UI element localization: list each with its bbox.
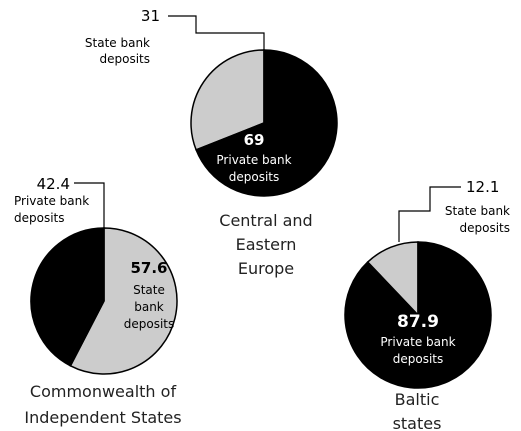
- private-label-line-1: Private bank: [216, 153, 291, 167]
- slice-state-bank-deposits: [190, 49, 265, 151]
- state-value-label: 57.6: [130, 259, 167, 277]
- state-label-line-2: deposits: [459, 221, 510, 235]
- state-label-line-2: bank: [134, 300, 164, 314]
- slice-private-bank-deposits: [30, 227, 105, 367]
- pie-commonwealth-independent-states: 42.4 Private bank deposits 57.6 State ba…: [14, 175, 182, 427]
- state-label-line-1: State: [133, 283, 165, 297]
- private-label-line-2: deposits: [14, 211, 65, 225]
- state-label-line-1: State bank: [85, 36, 150, 50]
- private-label-line-2: deposits: [393, 352, 444, 366]
- pie-central-eastern-europe: 31 State bank deposits 69 Private bank d…: [85, 7, 338, 278]
- chart-title-line-2: Independent States: [24, 408, 181, 427]
- chart-title-line-2: states: [393, 414, 442, 431]
- chart-title-line-1: Central and: [219, 211, 312, 230]
- private-value-label: 69: [244, 131, 265, 149]
- leader-line: [398, 186, 461, 242]
- private-value-label: 42.4: [37, 175, 70, 193]
- state-value-label: 31: [141, 7, 160, 25]
- private-value-label: 87.9: [397, 312, 439, 332]
- state-value-label: 12.1: [466, 178, 499, 196]
- private-label-line-2: deposits: [229, 170, 280, 184]
- state-label-line-1: State bank: [445, 204, 510, 218]
- chart-title-line-1: Commonwealth of: [30, 382, 177, 401]
- private-label-line-1: Private bank: [14, 194, 89, 208]
- pie-baltic-states: 12.1 State bank deposits 87.9 Private ba…: [344, 178, 510, 431]
- chart-title-line-3: Europe: [238, 259, 294, 278]
- chart-title-line-2: Eastern: [236, 235, 297, 254]
- leader-line: [168, 15, 265, 50]
- leader-line: [74, 182, 105, 228]
- private-label-line-1: Private bank: [380, 335, 455, 349]
- state-label-line-2: deposits: [99, 52, 150, 66]
- slice-private-bank-deposits: [344, 241, 492, 389]
- state-label-line-3: deposits: [124, 317, 175, 331]
- chart-title-line-1: Baltic: [395, 390, 440, 409]
- slice-state-bank-deposits: [69, 227, 178, 375]
- slice-private-bank-deposits: [195, 49, 338, 197]
